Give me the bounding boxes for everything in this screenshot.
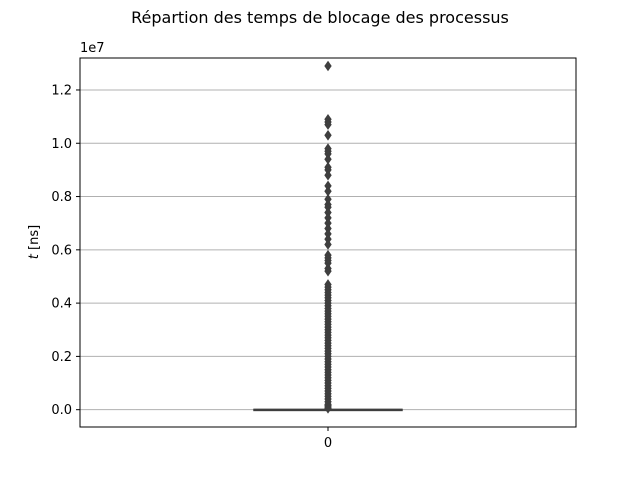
x-tick-label: 0	[324, 436, 332, 451]
outlier-point	[324, 129, 332, 141]
outlier-point	[324, 119, 332, 130]
y-tick-label: 1.0	[51, 137, 72, 152]
y-offset-label: 1e7	[80, 41, 105, 56]
outlier-point	[324, 60, 332, 72]
outlier-points	[324, 60, 332, 414]
y-axis-label-var: t	[27, 253, 42, 259]
y-tick-label: 1.2	[51, 83, 72, 98]
outlier-point	[324, 403, 332, 414]
y-axis-label-unit: [ns]	[27, 225, 42, 254]
x-axis-ticks: 0	[324, 427, 332, 451]
y-axis-label: t [ns]	[27, 225, 42, 259]
y-tick-label: 0.6	[51, 243, 72, 258]
y-tick-label: 0.4	[51, 297, 72, 312]
y-tick-label: 0.2	[51, 350, 72, 365]
outlier-point	[324, 265, 332, 277]
outlier-point	[324, 169, 332, 181]
y-tick-label: 0.0	[51, 403, 72, 418]
chart-title: Répartion des temps de blocage des proce…	[131, 8, 509, 27]
y-tick-label: 0.8	[51, 190, 72, 205]
outlier-point	[324, 239, 332, 250]
y-axis-ticks: 0.0 0.2 0.4 0.6 0.8 1.0 1.2	[51, 83, 80, 418]
